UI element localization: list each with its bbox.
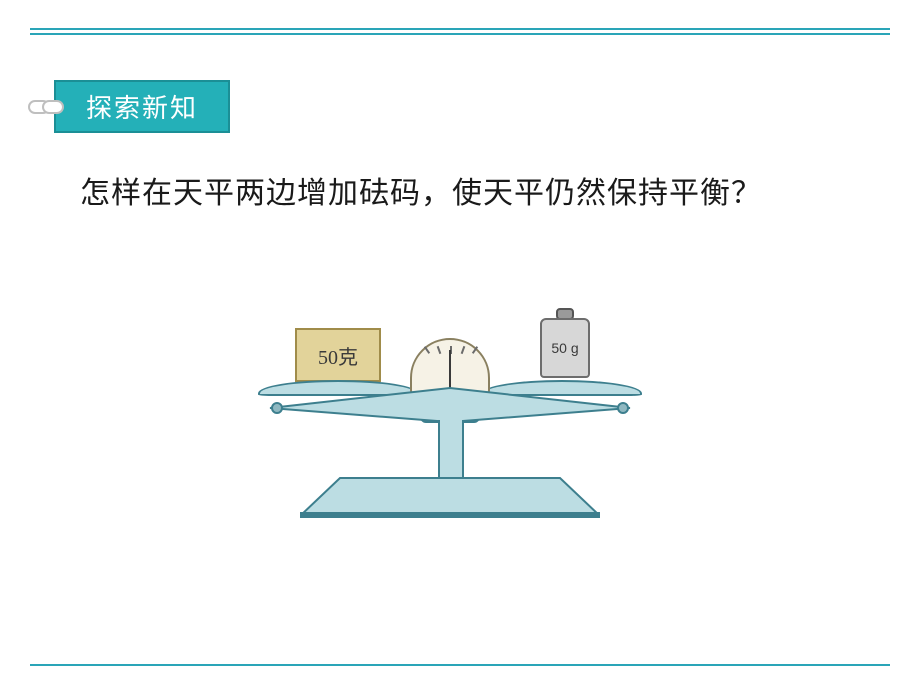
binder-ring-icon <box>42 100 64 114</box>
bottom-rule <box>30 664 890 666</box>
balance-scale-figure: 50克 50 g <box>240 290 660 540</box>
top-rule-1 <box>30 28 890 30</box>
pillar <box>438 420 464 480</box>
header-badge: 探索新知 <box>54 80 230 133</box>
beam-shape <box>270 388 630 422</box>
question-text: 怎样在天平两边增加砝码，使天平仍然保持平衡？ <box>80 170 840 218</box>
left-weight-block: 50克 <box>295 328 381 382</box>
top-rule-2 <box>30 33 890 35</box>
header-badge-wrap: 探索新知 <box>28 80 230 133</box>
right-weight-cylinder: 50 g <box>540 318 590 378</box>
base-shape <box>300 478 600 516</box>
base <box>300 476 600 516</box>
slide: 探索新知 怎样在天平两边增加砝码，使天平仍然保持平衡？ 50克 50 g <box>0 0 920 690</box>
